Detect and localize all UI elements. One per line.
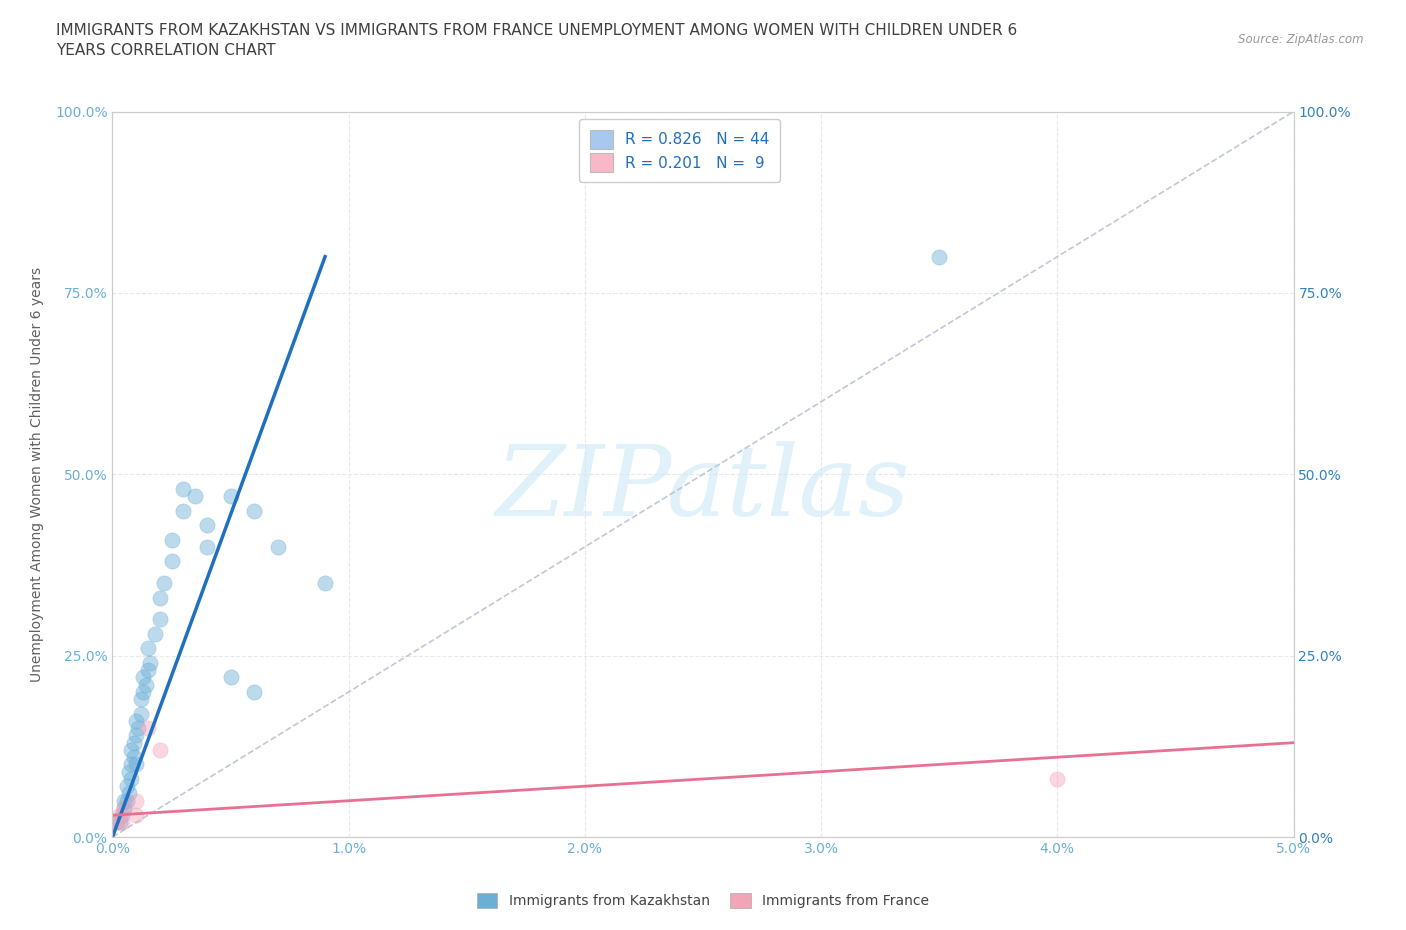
- Point: [139, 656, 162, 671]
- Point: [105, 815, 128, 830]
- Point: [108, 808, 131, 823]
- Point: [125, 793, 148, 808]
- Point: [1046, 772, 1069, 787]
- Point: [111, 815, 134, 830]
- Point: [136, 641, 159, 656]
- Point: [125, 757, 148, 772]
- Text: ZIPatlas: ZIPatlas: [496, 441, 910, 537]
- Point: [118, 786, 141, 801]
- Y-axis label: Unemployment Among Women with Children Under 6 years: Unemployment Among Women with Children U…: [30, 267, 44, 682]
- Point: [125, 713, 148, 728]
- Legend: Immigrants from Kazakhstan, Immigrants from France: Immigrants from Kazakhstan, Immigrants f…: [471, 888, 935, 914]
- Point: [219, 670, 242, 684]
- Point: [243, 503, 266, 518]
- Point: [195, 518, 218, 533]
- Point: [112, 801, 135, 816]
- Point: [149, 742, 172, 757]
- Point: [120, 757, 142, 772]
- Point: [160, 532, 183, 547]
- Point: [132, 684, 155, 699]
- Point: [132, 670, 155, 684]
- Point: [111, 808, 134, 823]
- Point: [120, 742, 142, 757]
- Point: [172, 503, 194, 518]
- Point: [149, 612, 172, 627]
- Point: [143, 627, 166, 642]
- Point: [314, 576, 336, 591]
- Text: Source: ZipAtlas.com: Source: ZipAtlas.com: [1239, 33, 1364, 46]
- Point: [127, 721, 149, 736]
- Legend: R = 0.826   N = 44, R = 0.201   N =  9: R = 0.826 N = 44, R = 0.201 N = 9: [579, 119, 780, 182]
- Point: [125, 728, 148, 743]
- Point: [112, 801, 135, 816]
- Point: [115, 793, 138, 808]
- Point: [108, 815, 131, 830]
- Point: [267, 539, 290, 554]
- Point: [160, 554, 183, 569]
- Point: [153, 576, 176, 591]
- Point: [125, 808, 148, 823]
- Point: [120, 772, 142, 787]
- Point: [184, 488, 207, 503]
- Point: [928, 249, 950, 264]
- Point: [115, 778, 138, 793]
- Point: [172, 482, 194, 497]
- Point: [122, 750, 145, 764]
- Point: [136, 663, 159, 678]
- Text: IMMIGRANTS FROM KAZAKHSTAN VS IMMIGRANTS FROM FRANCE UNEMPLOYMENT AMONG WOMEN WI: IMMIGRANTS FROM KAZAKHSTAN VS IMMIGRANTS…: [56, 23, 1018, 58]
- Point: [129, 692, 152, 707]
- Point: [219, 488, 242, 503]
- Point: [243, 684, 266, 699]
- Point: [136, 721, 159, 736]
- Point: [118, 764, 141, 779]
- Point: [112, 793, 135, 808]
- Point: [149, 591, 172, 605]
- Point: [135, 677, 157, 692]
- Point: [195, 539, 218, 554]
- Point: [105, 815, 128, 830]
- Point: [129, 706, 152, 721]
- Point: [122, 736, 145, 751]
